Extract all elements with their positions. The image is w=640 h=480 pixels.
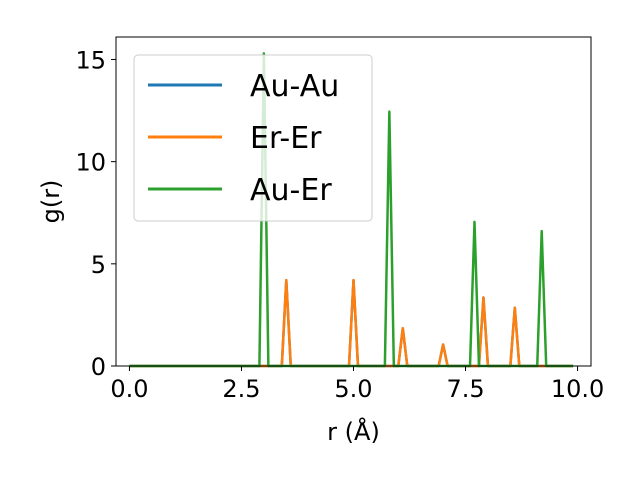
y-axis-label: g(r) [37,180,65,224]
y-tick-label: 15 [75,46,106,74]
legend-box [133,54,373,222]
legend-label-au-au: Au-Au [250,69,339,104]
legend-label-er-er: Er-Er [250,121,322,156]
legend: Au-Au Er-Er Au-Er [133,54,373,222]
x-axis-label: r (Å) [327,417,380,446]
x-tick-label: 2.5 [222,375,260,403]
legend-label-au-er: Au-Er [250,173,332,208]
x-tick-label: 0.0 [110,375,148,403]
x-axis-ticks: 0.0 2.5 5.0 7.5 10.0 [110,366,604,403]
y-axis-ticks: 0 5 10 15 [75,46,116,381]
y-tick-label: 5 [91,251,106,279]
x-tick-label: 5.0 [334,375,372,403]
x-tick-label: 10.0 [551,375,604,403]
x-tick-label: 7.5 [446,375,484,403]
y-tick-label: 0 [91,353,106,381]
y-tick-label: 10 [75,149,106,177]
